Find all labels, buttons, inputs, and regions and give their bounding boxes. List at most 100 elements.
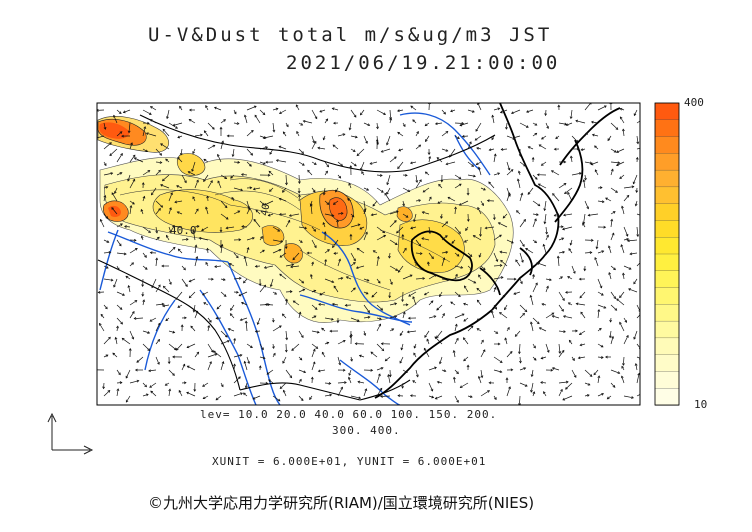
wind-arrowhead-icon: [510, 169, 514, 172]
wind-arrow-icon: [568, 302, 573, 306]
wind-arrow-icon: [311, 239, 317, 248]
wind-arrowhead-icon: [351, 214, 355, 218]
wind-arrowhead-icon: [487, 390, 490, 393]
wind-arrowhead-icon: [456, 253, 460, 257]
wind-arrow-icon: [592, 134, 599, 137]
wind-arrow-icon: [319, 291, 326, 296]
wind-arrow-icon: [321, 327, 326, 332]
wind-arrow-icon: [616, 298, 625, 306]
wind-arrowhead-icon: [200, 133, 203, 137]
wind-arrowhead-icon: [348, 182, 352, 186]
wind-arrowhead-icon: [118, 372, 121, 376]
wind-arrow-icon: [428, 196, 432, 202]
wind-arrowhead-icon: [300, 398, 304, 401]
wind-arrowhead-icon: [633, 336, 637, 340]
wind-arrowhead-icon: [164, 383, 168, 386]
wind-arrow-icon: [233, 392, 243, 397]
wind-arrowhead-icon: [249, 186, 253, 190]
wind-arrowhead-icon: [338, 362, 342, 366]
wind-arrowhead-icon: [507, 326, 510, 330]
wind-arrowhead-icon: [615, 190, 618, 193]
wind-arrow-icon: [272, 291, 277, 295]
wind-arrowhead-icon: [551, 312, 555, 316]
wind-arrowhead-icon: [184, 180, 187, 184]
wind-arrowhead-icon: [157, 236, 160, 240]
coastline-layer: [374, 103, 621, 399]
wind-arrow-icon: [453, 377, 456, 384]
wind-arrowhead-icon: [402, 311, 406, 315]
wind-arrow-icon: [270, 278, 274, 287]
wind-arrow-icon: [268, 379, 274, 384]
wind-arrowhead-icon: [353, 287, 356, 291]
wind-arrow-icon: [467, 141, 472, 150]
wind-arrowhead-icon: [132, 178, 136, 182]
wind-arrow-icon: [454, 183, 462, 189]
wind-arrow-icon: [272, 108, 278, 111]
wind-arrowhead-icon: [161, 302, 165, 306]
wind-arrowhead-icon: [456, 400, 459, 403]
wind-arrow-icon: [311, 361, 316, 371]
wind-arrow-icon: [279, 109, 287, 114]
wind-arrowhead-icon: [119, 131, 123, 134]
wind-arrowhead-icon: [436, 307, 440, 311]
wind-arrow-icon: [155, 208, 161, 215]
wind-arrow-icon: [491, 310, 495, 319]
wind-arrow-icon: [265, 304, 274, 306]
wind-arrowhead-icon: [443, 369, 447, 373]
wind-arrow-icon: [450, 301, 456, 306]
wind-arrowhead-icon: [476, 318, 480, 321]
wind-arrowhead-icon: [394, 242, 398, 245]
wind-arrow-icon: [493, 252, 498, 262]
wind-arrowhead-icon: [238, 238, 242, 242]
wind-arrow-icon: [527, 187, 534, 195]
wind-arrowhead-icon: [395, 268, 399, 271]
wind-arrow-icon: [324, 161, 329, 168]
wind-arrowhead-icon: [103, 126, 107, 130]
wind-arrow-icon: [541, 303, 547, 306]
wind-arrowhead-icon: [226, 134, 230, 138]
wind-arrow-icon: [296, 131, 300, 137]
wind-arrowhead-icon: [255, 209, 259, 213]
wind-arrowhead-icon: [597, 375, 601, 379]
wind-arrowhead-icon: [247, 207, 251, 211]
wind-arrow-icon: [116, 369, 121, 375]
wind-arrowhead-icon: [148, 369, 152, 373]
wind-arrowhead-icon: [409, 274, 413, 278]
wind-arrowhead-icon: [606, 396, 610, 400]
wind-arrow-icon: [168, 369, 175, 376]
colorbar-cell: [654, 354, 680, 373]
wind-arrow-icon: [516, 210, 521, 215]
wind-arrowhead-icon: [148, 112, 152, 115]
wind-arrow-icon: [389, 239, 398, 245]
wind-arrowhead-icon: [388, 374, 392, 378]
wind-arrowhead-icon: [565, 380, 569, 384]
wind-arrow-icon: [125, 276, 131, 280]
wind-arrow-icon: [539, 144, 547, 150]
wind-arrowhead-icon: [300, 335, 304, 338]
wind-arrow-icon: [121, 338, 131, 345]
wind-arrow-icon: [252, 395, 261, 400]
wind-arrowhead-icon: [347, 376, 351, 380]
wind-arrowhead-icon: [381, 348, 385, 352]
wind-arrow-icon: [610, 169, 614, 176]
wind-arrow-icon: [478, 274, 482, 280]
wind-arrowhead-icon: [620, 375, 624, 379]
wind-arrow-icon: [628, 288, 638, 293]
wind-arrowhead-icon: [254, 329, 258, 333]
wind-arrowhead-icon: [471, 164, 475, 167]
wind-arrowhead-icon: [136, 379, 140, 383]
wind-arrow-icon: [230, 313, 235, 319]
wind-arrowhead-icon: [565, 290, 568, 294]
wind-arrow-icon: [389, 211, 399, 215]
wind-arrow-icon: [220, 244, 223, 254]
wind-arrowhead-icon: [340, 163, 344, 167]
wind-arrowhead-icon: [541, 136, 544, 140]
y-arrowhead-icon: [47, 412, 57, 423]
wind-arrowhead-icon: [619, 321, 622, 325]
wind-arrowhead-icon: [329, 329, 333, 333]
wind-arrow-icon: [324, 259, 327, 267]
wind-arrowhead-icon: [332, 144, 336, 148]
wind-arrow-icon: [103, 382, 105, 389]
wind-arrowhead-icon: [430, 300, 434, 304]
wind-arrow-icon: [142, 109, 152, 115]
